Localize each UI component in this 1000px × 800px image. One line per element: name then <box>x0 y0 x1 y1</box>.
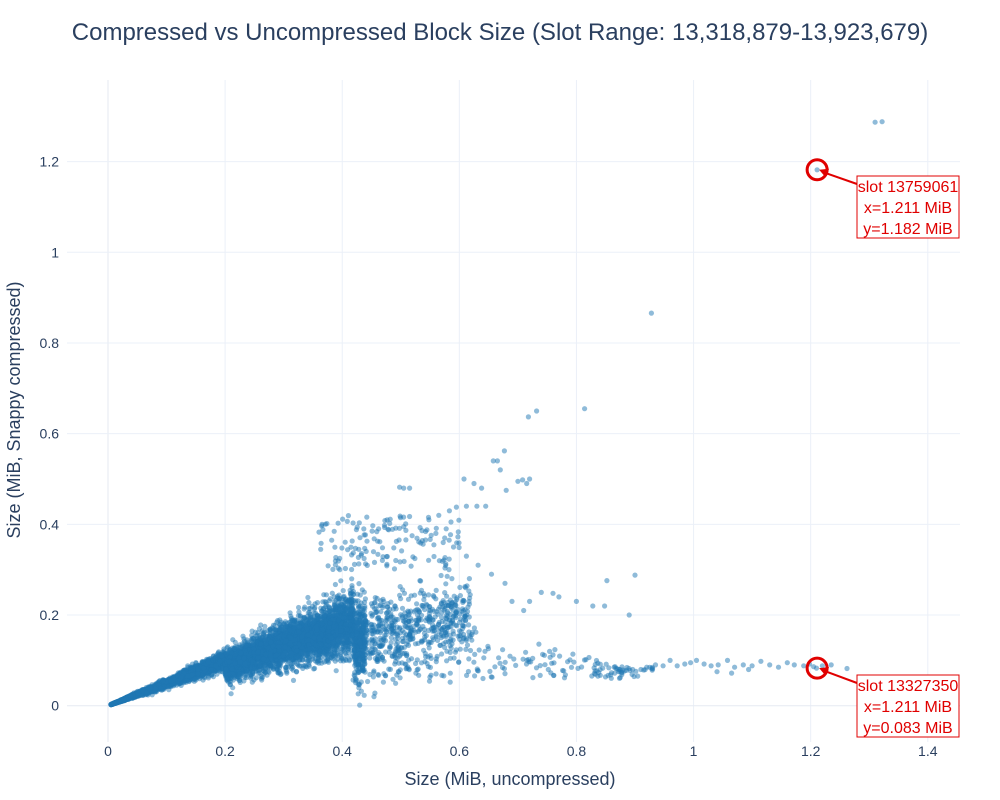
scatter-point[interactable] <box>399 605 406 611</box>
scatter-point[interactable] <box>446 602 452 609</box>
scatter-point[interactable] <box>450 628 456 634</box>
scatter-point[interactable] <box>400 587 406 593</box>
scatter-point[interactable] <box>414 601 420 607</box>
scatter-points[interactable] <box>108 119 885 708</box>
scatter-point[interactable] <box>266 669 272 675</box>
scatter-point[interactable] <box>447 643 453 649</box>
scatter-point[interactable] <box>447 679 453 685</box>
scatter-point[interactable] <box>258 622 264 628</box>
scatter-point[interactable] <box>433 587 439 594</box>
scatter-point[interactable] <box>305 594 311 601</box>
scatter-point[interactable] <box>420 604 426 610</box>
scatter-point[interactable] <box>426 678 433 684</box>
scatter-point[interactable] <box>262 623 268 630</box>
scatter-point[interactable] <box>340 588 346 594</box>
scatter-point[interactable] <box>457 584 463 591</box>
scatter-point[interactable] <box>449 576 455 582</box>
scatter-point[interactable] <box>314 600 321 606</box>
scatter-point[interactable] <box>463 646 469 653</box>
scatter-point[interactable] <box>361 608 367 614</box>
scatter-point[interactable] <box>232 639 238 646</box>
scatter-point[interactable] <box>329 590 335 596</box>
scatter-point[interactable] <box>412 592 418 598</box>
scatter-point[interactable] <box>287 610 293 616</box>
scatter-point[interactable] <box>388 639 394 646</box>
scatter-point[interactable] <box>398 596 404 602</box>
scatter-point[interactable] <box>444 573 450 579</box>
scatter-point[interactable] <box>447 632 453 638</box>
scatter-point[interactable] <box>438 601 444 607</box>
scatter-point[interactable] <box>400 638 406 645</box>
scatter-point[interactable] <box>466 588 472 594</box>
scatter-point[interactable] <box>253 675 259 681</box>
scatter-point[interactable] <box>341 649 347 655</box>
scatter-point[interactable] <box>438 572 444 579</box>
scatter-point[interactable] <box>241 636 247 642</box>
scatter-point[interactable] <box>359 587 365 593</box>
scatter-point[interactable] <box>355 691 361 697</box>
scatter-point[interactable] <box>296 604 302 611</box>
scatter-point[interactable] <box>439 614 445 621</box>
scatter-point[interactable] <box>466 622 472 628</box>
scatter-point[interactable] <box>421 597 427 603</box>
scatter-point[interactable] <box>256 626 262 632</box>
scatter-point[interactable] <box>228 691 234 697</box>
chart-title: Compressed vs Uncompressed Block Size (S… <box>72 19 928 46</box>
scatter-point[interactable] <box>327 596 333 602</box>
scatter-point[interactable] <box>464 642 471 648</box>
scatter-point[interactable] <box>331 599 337 605</box>
scatter-point[interactable] <box>424 660 430 667</box>
scatter-point[interactable] <box>311 606 317 612</box>
grid <box>67 80 960 742</box>
scatter-point[interactable] <box>333 668 339 674</box>
scatter-point[interactable] <box>349 576 355 582</box>
scatter-point[interactable] <box>210 674 216 680</box>
scatter-point[interactable] <box>323 592 329 598</box>
scatter-point[interactable] <box>378 609 384 615</box>
scatter-point[interactable] <box>466 598 472 605</box>
scatter-point[interactable] <box>258 675 265 681</box>
scatter-point[interactable] <box>225 644 231 650</box>
scatter-point[interactable] <box>357 702 363 708</box>
scatter-point[interactable] <box>332 581 338 588</box>
scatter-point[interactable] <box>356 581 362 587</box>
scatter-point[interactable] <box>457 646 463 652</box>
scatter-point[interactable] <box>371 694 377 700</box>
scatter-point[interactable] <box>290 677 297 684</box>
scatter-point[interactable] <box>427 664 433 671</box>
scatter-point[interactable] <box>361 692 367 698</box>
scatter-point[interactable] <box>426 592 432 598</box>
scatter-point[interactable] <box>405 596 412 602</box>
scatter-point[interactable] <box>405 608 411 614</box>
scatter-point[interactable] <box>423 654 429 660</box>
scatter-point[interactable] <box>380 679 386 685</box>
